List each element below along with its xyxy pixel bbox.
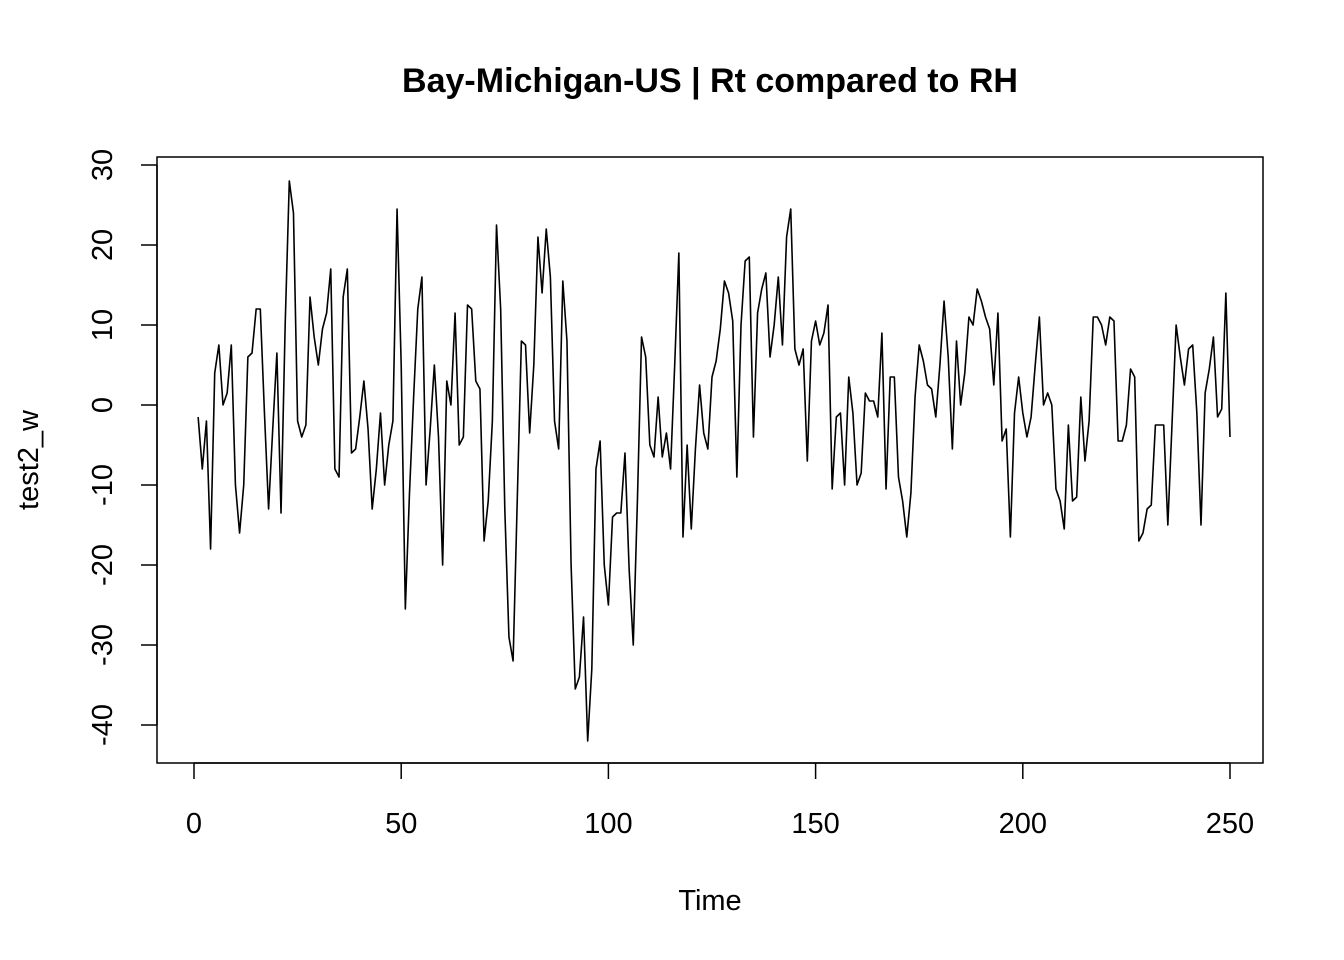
x-tick-label: 100 xyxy=(584,808,632,840)
x-tick-label: 0 xyxy=(186,808,202,840)
chart-title: Bay-Michigan-US | Rt compared to RH xyxy=(402,62,1018,100)
x-tick-label: 200 xyxy=(999,808,1047,840)
y-tick-label: -30 xyxy=(87,624,119,666)
x-axis: 0 50 100 150 200 250 xyxy=(186,762,1254,840)
y-tick-label: -20 xyxy=(87,544,119,586)
y-tick-label: 10 xyxy=(87,309,119,341)
series-line xyxy=(197,180,1231,742)
y-axis: -40 -30 -20 -10 0 10 20 30 xyxy=(87,149,158,746)
y-tick-label: -10 xyxy=(87,464,119,506)
x-axis-label: Time xyxy=(678,885,741,917)
x-tick-label: 50 xyxy=(385,808,417,840)
plot-frame xyxy=(156,156,1264,764)
x-tick-label: 150 xyxy=(791,808,839,840)
y-tick-label: 30 xyxy=(87,149,119,181)
y-tick-label: 0 xyxy=(87,397,119,413)
y-tick-label: 20 xyxy=(87,229,119,261)
y-tick-label: -40 xyxy=(87,704,119,746)
x-tick-label: 250 xyxy=(1206,808,1254,840)
y-axis-label: test2_w xyxy=(13,409,45,510)
